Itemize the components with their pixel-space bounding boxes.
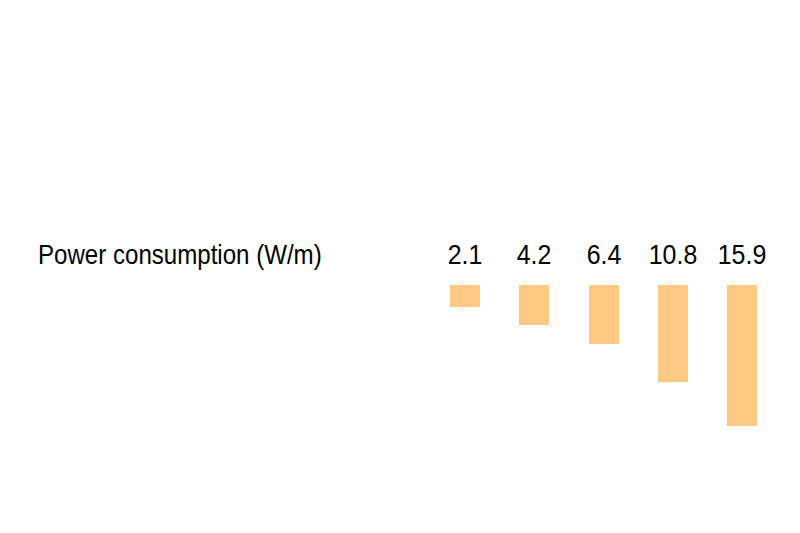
- bar-value-label: 4.2: [499, 241, 570, 269]
- bar: [589, 285, 619, 344]
- chart-canvas: Power consumption (W/m) 2.14.26.410.815.…: [0, 0, 800, 533]
- bar: [727, 285, 757, 426]
- bar-value-label: 10.8: [637, 241, 708, 269]
- bar: [658, 285, 688, 382]
- bar-value-label: 2.1: [429, 241, 500, 269]
- chart-title: Power consumption (W/m): [38, 241, 322, 269]
- bar-value-label: 15.9: [707, 241, 778, 269]
- bar: [450, 285, 480, 307]
- bar-value-label: 6.4: [568, 241, 639, 269]
- bar: [519, 285, 549, 325]
